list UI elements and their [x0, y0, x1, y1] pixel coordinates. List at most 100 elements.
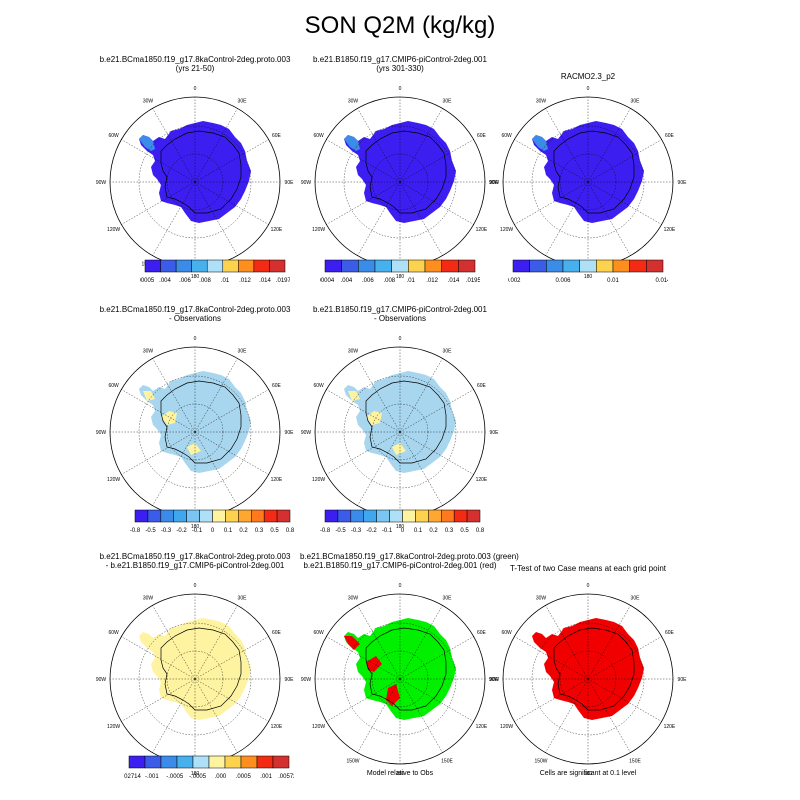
meridian: [194, 358, 238, 433]
colorbar-box: [251, 509, 265, 523]
longitude-label: 120W: [500, 227, 513, 233]
longitude-label: 120W: [107, 477, 120, 483]
panel-note: Model relative to Obs: [366, 770, 434, 777]
meridian: [194, 389, 269, 433]
colorbar-box: [562, 259, 580, 273]
longitude-label: 0: [399, 583, 402, 589]
meridian: [545, 108, 589, 183]
colorbar-label: .014: [448, 278, 460, 284]
panel-title: b.e21.B1850.f19_g17.CMIP6-piControl-2deg…: [300, 55, 500, 73]
longitude-label: 90E: [490, 677, 500, 683]
longitude-label: 0: [194, 336, 197, 342]
meridian: [357, 605, 401, 680]
longitude-label: 120E: [271, 724, 283, 730]
panel-case2-field: b.e21.B1850.f19_g17.CMIP6-piControl-2deg…: [300, 55, 500, 285]
colorbar-box: [512, 259, 530, 273]
meridian: [121, 139, 196, 183]
colorbar-label: .000: [215, 774, 227, 780]
panel-title-line: b.e21.BCma1850.f19_g17.8kaControl-2deg.p…: [300, 552, 519, 561]
longitude-label: 120W: [500, 724, 513, 730]
meridian: [399, 605, 443, 680]
meridian: [587, 636, 662, 680]
colorbar-box: [144, 259, 161, 273]
longitude-label: 120W: [312, 227, 325, 233]
colorbar-box: [441, 259, 459, 273]
panel-title: b.e21.BCma1850.f19_g17.8kaControl-2deg.p…: [300, 552, 519, 570]
colorbar-label: 0.8: [476, 528, 485, 534]
coastline: [365, 380, 447, 464]
panel-title-line: b.e21.BCma1850.f19_g17.8kaControl-2deg.p…: [99, 55, 291, 64]
longitude-label: 60E: [272, 133, 282, 139]
longitude-label: 60E: [665, 630, 675, 636]
coastline: [553, 627, 635, 711]
panel-title-line: b.e21.BCma1850.f19_g17.8kaControl-2deg.p…: [99, 305, 291, 314]
meridian: [194, 605, 238, 680]
longitude-label: 90E: [285, 677, 295, 683]
longitude-label: 120E: [476, 227, 488, 233]
meridian: [514, 139, 589, 183]
latitude-circle: [343, 622, 457, 736]
colorbar-box: [225, 509, 239, 523]
colorbar: -0.8 -0.5 -0.3 -0.2 -0.1 0 0.1 0.2 0.3 0.5 0.8: [130, 509, 295, 534]
panel-note: Cells are significant at 0.1 level: [539, 770, 637, 777]
colorbar-box: [453, 509, 468, 523]
longitude-label: 60E: [665, 133, 675, 139]
coastline: [553, 130, 635, 214]
longitude-label: 120E: [271, 227, 283, 233]
colorbar-label: 0.2: [429, 528, 438, 534]
colorbar-label: -0.5: [145, 528, 156, 534]
colorbar-box: [160, 755, 178, 769]
colorbar-box: [191, 259, 208, 273]
longitude-label: 90E: [678, 677, 688, 683]
colorbar-box: [128, 755, 146, 769]
positive-anomaly-patch: [392, 443, 406, 455]
data-field-peninsula: [532, 135, 548, 151]
colorbar-box: [276, 509, 291, 523]
colorbar-box: [208, 755, 226, 769]
colorbar-label: -.001: [145, 774, 159, 780]
colorbar-label: 0.3: [255, 528, 264, 534]
longitude-label: 60W: [501, 133, 512, 139]
colorbar-box: [175, 259, 192, 273]
data-field-peninsula: [344, 135, 360, 151]
longitude-label: 60W: [313, 630, 324, 636]
longitude-label: 180: [584, 771, 593, 776]
longitude-label: 90E: [285, 180, 295, 186]
coastline: [160, 627, 242, 711]
colorbar-box: [612, 259, 630, 273]
latitude-circle: [138, 622, 252, 736]
meridian: [152, 431, 196, 506]
panel-title-line: - b.e21.B1850.f19_g17.CMIP6-piControl-2d…: [105, 561, 285, 570]
longitude-label: 60E: [477, 383, 487, 389]
longitude-label: 30W: [143, 99, 154, 105]
longitude-label: 60W: [108, 383, 119, 389]
colorbar-label: 0.5: [270, 528, 279, 534]
colorbar-box: [441, 509, 455, 523]
colorbar-box: [144, 755, 162, 769]
meridian: [587, 605, 631, 680]
meridian: [121, 678, 196, 722]
colorbar-box: [238, 259, 255, 273]
colorbar-box: [596, 259, 614, 273]
colorbar-box: [579, 259, 597, 273]
meridian: [587, 181, 631, 256]
colorbar-box: [391, 259, 409, 273]
latitude-circle: [343, 125, 457, 239]
longitude-label: 120E: [664, 227, 676, 233]
meridian: [121, 636, 196, 680]
colorbar-box: [408, 259, 426, 273]
longitude-label: 30E: [631, 99, 641, 105]
colorbar-box: [206, 259, 224, 273]
longitude-label: 60E: [272, 383, 282, 389]
meridian: [357, 678, 401, 753]
meridian: [399, 636, 474, 680]
latitude-circle: [531, 125, 645, 239]
longitude-label: 30W: [348, 349, 359, 355]
longitude-label: 30E: [631, 596, 641, 602]
colorbar-box: [272, 755, 290, 769]
panel-title-line: (yrs 301-330): [376, 64, 424, 73]
coastline: [160, 130, 242, 214]
colorbar-box: [629, 259, 647, 273]
panel-title-line: - Observations: [168, 314, 222, 323]
